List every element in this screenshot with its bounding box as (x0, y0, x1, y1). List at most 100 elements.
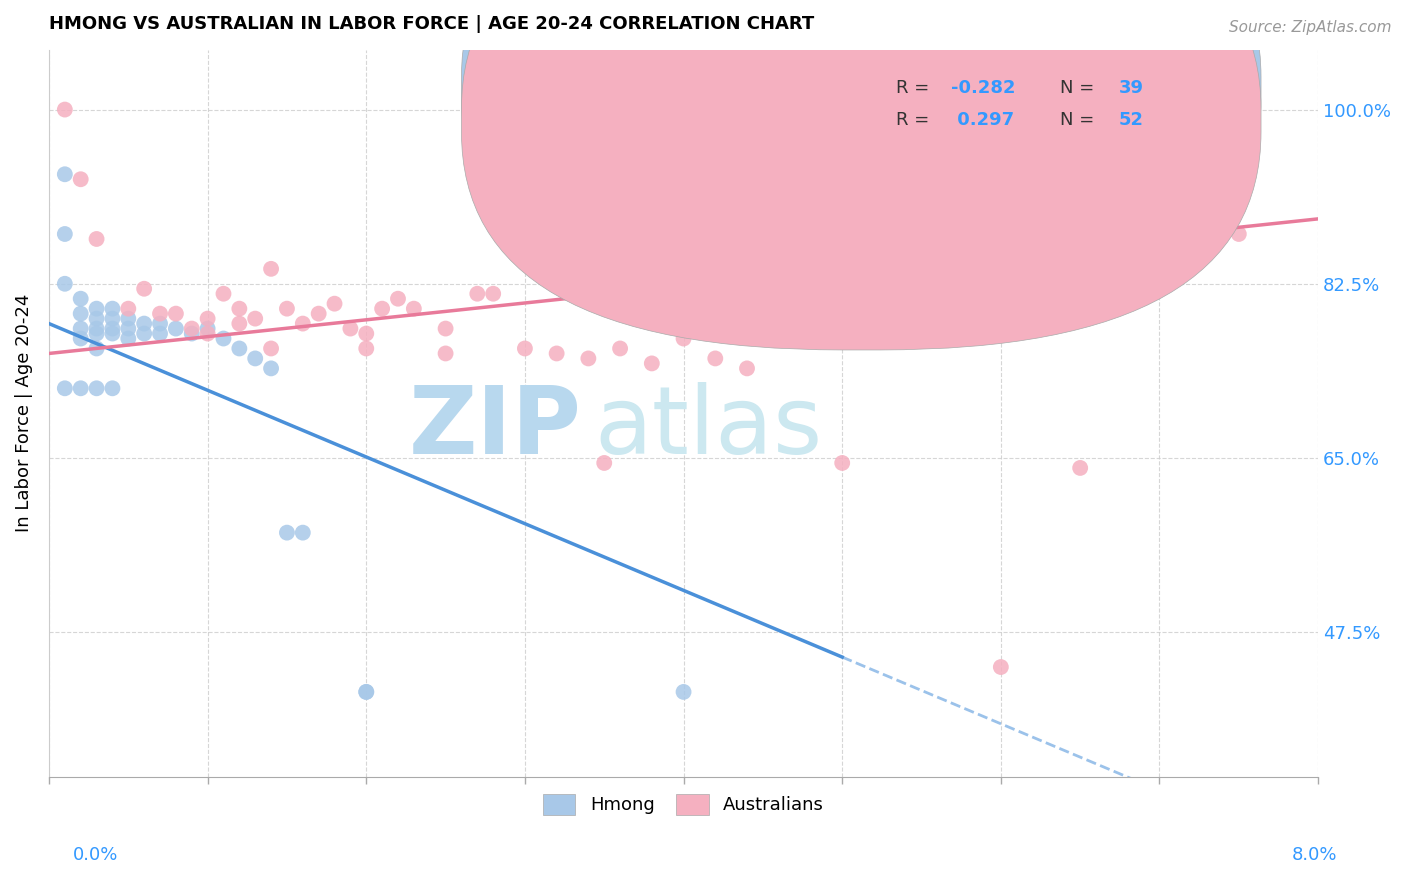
Point (197, 321, 219, 335)
Point (101, 381, 124, 395)
Text: atlas: atlas (595, 382, 823, 474)
Point (482, 286, 505, 301)
Point (276, 525, 298, 540)
Point (134, 317, 156, 331)
Point (53, 381, 76, 395)
Point (101, 301, 124, 316)
FancyBboxPatch shape (461, 0, 1261, 350)
Point (180, 321, 202, 335)
Text: R =: R = (896, 79, 935, 97)
Text: 0.0%: 0.0% (73, 846, 118, 863)
Point (371, 301, 394, 316)
Text: N =: N = (1060, 112, 1101, 129)
Point (356, 685, 378, 699)
Point (86, 342, 108, 356)
Point (735, 361, 758, 376)
Point (86, 326, 108, 341)
Point (323, 296, 346, 310)
Point (245, 351, 267, 366)
Text: 39: 39 (1119, 79, 1144, 97)
Point (276, 301, 298, 316)
Point (768, 261, 790, 276)
Text: 0.297: 0.297 (952, 112, 1015, 129)
Y-axis label: In Labor Force | Age 20-24: In Labor Force | Age 20-24 (15, 294, 32, 533)
Point (465, 286, 488, 301)
Point (593, 456, 616, 470)
Point (117, 321, 139, 335)
FancyBboxPatch shape (461, 0, 1261, 318)
Text: 52: 52 (1119, 112, 1144, 129)
Point (149, 307, 172, 321)
Point (260, 342, 283, 356)
Point (356, 342, 378, 356)
Point (149, 326, 172, 341)
Point (356, 685, 378, 699)
Point (197, 311, 219, 326)
Point (434, 321, 457, 335)
Point (86, 381, 108, 395)
Text: HMONG VS AUSTRALIAN IN LABOR FORCE | AGE 20-24 CORRELATION CHART: HMONG VS AUSTRALIAN IN LABOR FORCE | AGE… (49, 15, 814, 33)
Point (69, 172, 91, 186)
Point (356, 326, 378, 341)
Point (990, 257, 1012, 271)
Point (149, 317, 172, 331)
Point (308, 307, 330, 321)
Point (228, 342, 250, 356)
Point (117, 311, 139, 326)
Point (260, 261, 283, 276)
Point (990, 660, 1012, 674)
Point (165, 307, 187, 321)
Point (260, 361, 283, 376)
Point (1227, 227, 1250, 241)
Point (69, 321, 91, 335)
Text: ZIP: ZIP (409, 382, 582, 474)
Point (212, 286, 235, 301)
Point (53, 277, 76, 291)
Text: R =: R = (896, 112, 935, 129)
Point (117, 301, 139, 316)
Point (910, 232, 932, 246)
Point (576, 351, 599, 366)
Point (101, 311, 124, 326)
Point (245, 311, 267, 326)
Point (831, 456, 853, 470)
Point (228, 301, 250, 316)
Point (1149, 227, 1171, 241)
Point (513, 342, 536, 356)
Point (291, 317, 314, 331)
Text: Source: ZipAtlas.com: Source: ZipAtlas.com (1229, 20, 1392, 35)
Point (704, 351, 727, 366)
Point (53, 103, 76, 117)
Point (402, 301, 425, 316)
Point (101, 326, 124, 341)
Point (799, 103, 821, 117)
Point (69, 307, 91, 321)
FancyBboxPatch shape (817, 61, 1223, 152)
Point (1069, 461, 1091, 475)
Point (86, 311, 108, 326)
Point (86, 301, 108, 316)
Point (86, 321, 108, 335)
Point (291, 525, 314, 540)
Point (546, 346, 568, 360)
Point (228, 317, 250, 331)
Point (117, 332, 139, 346)
Point (387, 292, 409, 306)
Point (831, 103, 853, 117)
Point (165, 321, 187, 335)
Point (69, 292, 91, 306)
Point (212, 332, 235, 346)
Point (53, 167, 76, 181)
Point (609, 342, 631, 356)
Point (339, 321, 361, 335)
Point (672, 332, 695, 346)
Point (434, 346, 457, 360)
Point (134, 326, 156, 341)
Point (641, 356, 664, 370)
Point (101, 321, 124, 335)
Point (672, 685, 695, 699)
Point (134, 282, 156, 296)
Point (86, 232, 108, 246)
Point (1021, 311, 1043, 326)
Text: 8.0%: 8.0% (1292, 846, 1337, 863)
